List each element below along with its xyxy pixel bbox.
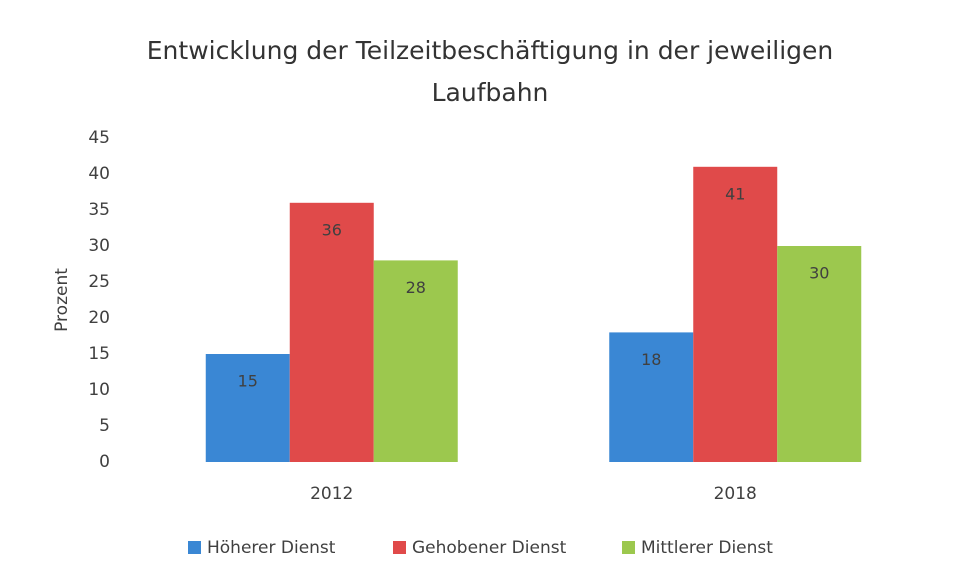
y-tick-label: 45 [88,128,110,148]
bar [289,202,374,463]
data-label: 15 [238,372,258,391]
y-axis-label: Prozent [52,268,72,332]
data-label: 36 [322,220,342,239]
y-tick-label: 0 [99,452,110,472]
data-label: 28 [406,278,426,297]
y-tick-label: 10 [88,380,110,400]
data-label: 18 [641,350,661,369]
x-tick-label: 2018 [714,484,757,504]
data-label: 41 [725,184,745,203]
y-tick-label: 5 [99,416,110,436]
bar [693,166,778,463]
data-label: 30 [809,264,829,283]
legend-swatch [188,541,201,554]
y-tick-label: 15 [88,344,110,364]
y-tick-label: 35 [88,200,110,220]
bar [777,246,862,462]
legend-swatch [393,541,406,554]
bar [205,354,290,462]
legend-label: Mittlerer Dienst [641,538,773,558]
y-tick-label: 20 [88,308,110,328]
chart-title: Entwicklung der Teilzeitbeschäftigung in… [146,36,834,107]
y-tick-label: 25 [88,272,110,292]
y-tick-label: 30 [88,236,110,256]
y-tick-label: 40 [88,164,110,184]
legend-swatch [622,541,635,554]
x-tick-label: 2012 [310,484,353,504]
legend-label: Gehobener Dienst [412,538,567,558]
legend-label: Höherer Dienst [207,538,336,558]
bar [609,332,694,462]
bar [373,260,458,462]
